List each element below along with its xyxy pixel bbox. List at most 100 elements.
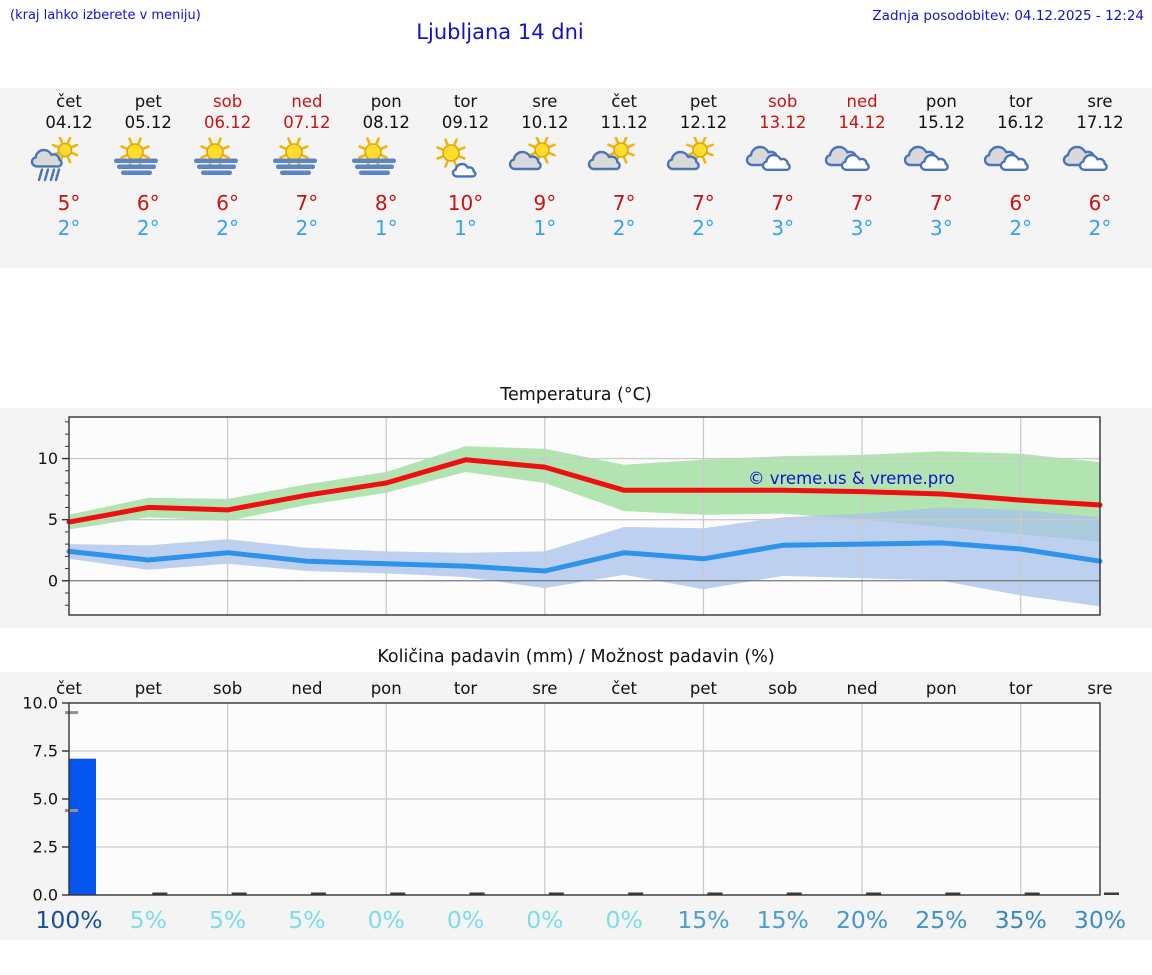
min-temperature-line	[66, 540, 1103, 574]
precip-y-tick-label: 0.0	[33, 886, 58, 905]
low-temp-label: 2°	[1088, 216, 1112, 240]
day-column: tor 09.12 10° 1°	[426, 88, 506, 241]
last-update-label: Zadnja posodobitev: 04.12.2025 - 12:24	[872, 8, 1144, 24]
high-temp-label: 7°	[771, 191, 795, 215]
sun-rain-icon	[29, 137, 109, 189]
precip-probability-label: 25%	[915, 906, 967, 934]
low-temp-label: 1°	[374, 216, 398, 240]
precip-probability-label: 15%	[677, 906, 729, 934]
precip-day-label: pet	[135, 679, 163, 698]
precip-day-label: sre	[532, 679, 557, 698]
precip-probability-label: 0%	[447, 906, 484, 934]
precipitation-chart-section: čet pet sob ned pon tor sre čet pet sob ned pon tor s…	[0, 672, 1152, 940]
low-temp-label: 2°	[57, 216, 81, 240]
day-column: pon 08.12 8° 1°	[346, 88, 426, 241]
precip-probability-label: 30%	[1074, 906, 1126, 934]
precip-y-tick-label: 7.5	[33, 742, 58, 761]
day-column: tor 16.12 6° 2°	[981, 88, 1061, 241]
day-column: sre 10.12 9° 1°	[505, 88, 585, 241]
high-temp-label: 7°	[612, 191, 636, 215]
day-name-label: čet	[611, 92, 637, 111]
low-temp-label: 3°	[930, 216, 953, 240]
high-temp-label: 7°	[295, 191, 319, 215]
precip-day-label: čet	[56, 679, 82, 698]
day-date-label: 08.12	[362, 113, 410, 132]
high-temp-label: 6°	[216, 191, 239, 215]
precipitation-bar	[69, 758, 96, 895]
precip-probability-label: 15%	[757, 906, 809, 934]
day-column: sob 06.12 6° 2°	[188, 88, 268, 241]
day-date-label: 16.12	[997, 113, 1045, 132]
sun-small-cloud-icon	[426, 137, 506, 189]
precip-day-label: sob	[768, 679, 797, 698]
day-date-label: 07.12	[283, 113, 331, 132]
sun-fog-icon	[108, 137, 188, 189]
sun-cloud-icon	[584, 137, 664, 189]
location-menu-note: (kraj lahko izberete v meniju)	[10, 8, 201, 23]
precip-probability-label: 20%	[836, 906, 888, 934]
day-date-label: 04.12	[45, 113, 93, 132]
sun-cloud-icon	[505, 137, 585, 189]
day-date-label: 14.12	[838, 113, 886, 132]
precip-day-label: ned	[291, 679, 322, 698]
clouds-icon	[901, 137, 981, 189]
high-temp-label: 9°	[533, 191, 557, 215]
low-temp-label: 2°	[1009, 216, 1033, 240]
day-date-label: 15.12	[917, 113, 965, 132]
low-temp-label: 3°	[850, 216, 874, 240]
day-name-label: ned	[291, 92, 323, 111]
precip-day-label: čet	[611, 679, 637, 698]
low-temp-label: 2°	[692, 216, 715, 240]
day-date-label: 06.12	[203, 113, 252, 132]
day-name-label: sre	[1087, 92, 1113, 111]
precip-y-tick-label: 5.0	[33, 790, 58, 809]
temperature-chart: 0 5 10 © vreme.us & vreme.pro	[38, 416, 1103, 616]
high-temp-label: 6°	[1088, 191, 1112, 215]
page-title: Ljubljana 14 dni	[416, 20, 584, 44]
day-column: ned 14.12 7° 3°	[822, 88, 902, 241]
day-name-label: ned	[846, 92, 878, 111]
precip-day-label: pon	[371, 679, 402, 698]
precip-probability-label: 5%	[209, 906, 246, 934]
day-date-label: 11.12	[600, 113, 648, 132]
precip-y-tick-label: 2.5	[33, 838, 58, 857]
day-name-label: sre	[532, 92, 558, 111]
day-column: sre 17.12 6° 2°	[1060, 88, 1140, 241]
high-temp-label: 6°	[136, 191, 160, 215]
range-marker	[65, 809, 78, 813]
temperature-chart-title: Temperatura (°C)	[500, 385, 652, 405]
low-temp-label: 2°	[216, 216, 239, 240]
temp-y-tick-label: 10	[38, 449, 58, 468]
day-date-label: 12.12	[679, 113, 728, 132]
day-name-label: pet	[689, 92, 717, 111]
precip-day-label: pon	[926, 679, 957, 698]
watermark: © vreme.us & vreme.pro	[748, 469, 955, 488]
precip-probability-label: 100%	[35, 906, 102, 934]
day-name-label: sob	[213, 92, 243, 111]
day-name-label: čet	[56, 92, 82, 111]
high-temp-label: 7°	[692, 191, 715, 215]
day-name-label: tor	[1009, 92, 1033, 111]
precip-day-label: ned	[847, 679, 878, 698]
high-temp-label: 10°	[447, 191, 484, 215]
precip-day-label: sob	[213, 679, 242, 698]
day-name-label: pon	[925, 92, 957, 111]
low-temp-label: 2°	[612, 216, 636, 240]
day-date-label: 17.12	[1076, 113, 1124, 132]
day-column: ned 07.12 7° 2°	[267, 88, 347, 241]
precip-day-label: sre	[1087, 679, 1112, 698]
day-date-label: 09.12	[441, 113, 490, 132]
high-temp-label: 6°	[1009, 191, 1033, 215]
day-column: pet 12.12 7° 2°	[663, 88, 743, 241]
precip-probability-label: 35%	[995, 906, 1047, 934]
precip-day-label: pet	[690, 679, 718, 698]
precip-probability-label: 0%	[526, 906, 563, 934]
precip-probability-label: 0%	[368, 906, 405, 934]
day-name-label: pet	[134, 92, 162, 111]
day-column: čet 04.12 5° 2°	[29, 88, 109, 241]
day-date-label: 10.12	[521, 113, 569, 132]
sun-fog-icon	[188, 137, 268, 189]
precipitation-chart-title: Količina padavin (mm) / Možnost padavin …	[377, 647, 775, 667]
low-temp-label: 3°	[771, 216, 795, 240]
low-temp-label: 1°	[454, 216, 477, 240]
